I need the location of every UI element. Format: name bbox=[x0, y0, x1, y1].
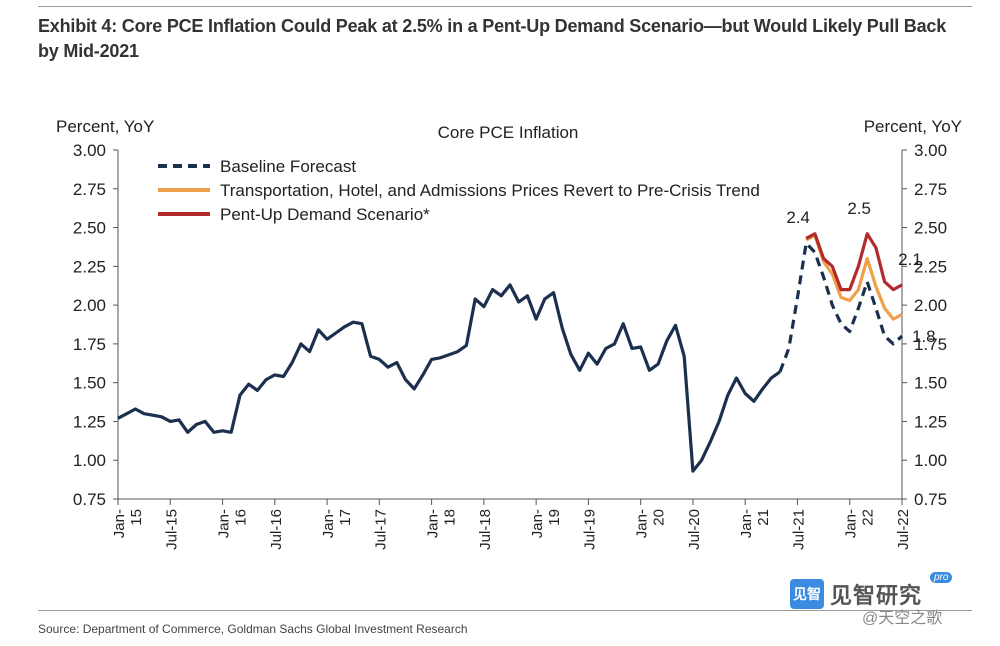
x-tick-label: Jan-15 bbox=[111, 509, 145, 538]
source-note: Source: Department of Commerce, Goldman … bbox=[38, 622, 468, 636]
y-tick-label-right: 2.25 bbox=[914, 257, 947, 276]
legend-label: Pent-Up Demand Scenario* bbox=[220, 205, 430, 224]
x-tick-label: Jan-22 bbox=[843, 509, 877, 538]
series-line-historical bbox=[117, 283, 781, 473]
x-tick-label: Jul-22 bbox=[895, 509, 912, 550]
y-axis-label-left: Percent, YoY bbox=[56, 117, 154, 136]
x-tick-label: Jan-21 bbox=[738, 509, 772, 538]
bottom-rule bbox=[38, 610, 972, 611]
y-tick-label-left: 2.25 bbox=[73, 257, 106, 276]
y-tick-label-left: 3.00 bbox=[73, 141, 106, 160]
y-tick-label-right: 2.75 bbox=[914, 180, 947, 199]
watermark: 见智 见智研究 pro bbox=[790, 572, 953, 610]
watermark-brand: 见智研究 bbox=[830, 583, 923, 608]
x-tick-label: Jul-19 bbox=[581, 509, 598, 550]
y-tick-label-left: 2.50 bbox=[73, 219, 106, 238]
y-tick-label-right: 0.75 bbox=[914, 490, 947, 509]
x-tick-label: Jan-18 bbox=[425, 509, 459, 538]
y-axis-label-right: Percent, YoY bbox=[864, 117, 962, 136]
x-tick-label: Jul-20 bbox=[686, 509, 703, 550]
y-tick-label-left: 1.00 bbox=[73, 451, 106, 470]
y-tick-label-right: 2.00 bbox=[914, 296, 947, 315]
y-tick-label-left: 1.25 bbox=[73, 412, 106, 431]
y-tick-label-right: 1.75 bbox=[914, 335, 947, 354]
top-rule bbox=[38, 6, 972, 7]
x-tick-label: Jan-19 bbox=[529, 509, 563, 538]
annotation-label: 2.5 bbox=[847, 199, 871, 218]
watermark-pro-badge: pro bbox=[930, 572, 953, 583]
y-tick-label-right: 3.00 bbox=[914, 141, 947, 160]
y-tick-label-right: 1.00 bbox=[914, 451, 947, 470]
x-tick-label: Jan-16 bbox=[216, 509, 250, 538]
y-tick-label-right: 1.25 bbox=[914, 412, 947, 431]
x-tick-label: Jul-18 bbox=[477, 509, 494, 550]
annotation-label: 1.8 bbox=[912, 327, 936, 346]
y-tick-label-left: 2.00 bbox=[73, 296, 106, 315]
y-tick-label-left: 1.75 bbox=[73, 335, 106, 354]
series-line-pentup bbox=[805, 232, 903, 292]
series-line-baseline bbox=[778, 241, 904, 373]
watermark-handle: @天空之歌 bbox=[862, 610, 943, 627]
annotation-label: 2.4 bbox=[786, 208, 810, 227]
exhibit-title: Exhibit 4: Core PCE Inflation Could Peak… bbox=[38, 16, 947, 61]
y-tick-label-left: 0.75 bbox=[73, 490, 106, 509]
y-tick-label-right: 1.50 bbox=[914, 374, 947, 393]
y-tick-label-right: 2.50 bbox=[914, 219, 947, 238]
x-tick-label: Jul-17 bbox=[372, 509, 389, 550]
legend-label: Baseline Forecast bbox=[220, 157, 356, 176]
x-tick-label: Jan-17 bbox=[320, 509, 354, 538]
watermark-logo: 见智 bbox=[790, 579, 824, 609]
x-tick-label: Jul-16 bbox=[268, 509, 285, 550]
x-tick-label: Jan-20 bbox=[634, 509, 668, 538]
y-tick-label-left: 1.50 bbox=[73, 374, 106, 393]
chart-title: Core PCE Inflation bbox=[438, 123, 579, 142]
x-tick-label: Jul-21 bbox=[790, 509, 807, 550]
legend-label: Transportation, Hotel, and Admissions Pr… bbox=[220, 181, 760, 200]
annotation-label: 2.1 bbox=[898, 250, 922, 269]
x-tick-label: Jul-15 bbox=[163, 509, 180, 550]
y-tick-label-left: 2.75 bbox=[73, 180, 106, 199]
